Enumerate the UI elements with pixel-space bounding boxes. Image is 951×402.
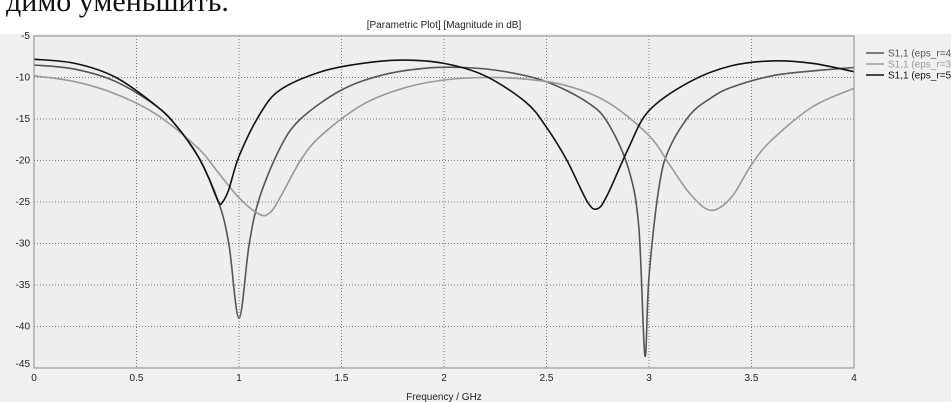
plot-area-border xyxy=(33,35,855,369)
y-tick-label: -45 xyxy=(16,359,31,370)
y-axis-ticks: -5 -10 -15 -20 -25 -30 -35 -40 -45 xyxy=(16,31,31,370)
x-tick-label: 1.5 xyxy=(335,373,349,384)
y-tick-label: -35 xyxy=(16,280,31,291)
x-axis-ticks: 0 0.5 1 1.5 2 2.5 3 3.5 4 xyxy=(31,373,857,384)
x-tick-label: 1 xyxy=(236,373,242,384)
y-tick-label: -30 xyxy=(16,239,31,250)
series-layer xyxy=(34,58,854,357)
chart-title: [Parametric Plot] [Magnitude in dB] xyxy=(367,20,522,31)
legend: S1,1 (eps_r=4.3S1,1 (eps_r=3.3S1,1 (eps_… xyxy=(866,49,951,82)
y-tick-label: -10 xyxy=(16,73,31,84)
x-tick-label: 0 xyxy=(31,373,37,384)
x-tick-label: 0.5 xyxy=(130,373,144,384)
y-tick-label: -5 xyxy=(21,31,30,42)
series-line-2 xyxy=(34,75,854,217)
grid-layer xyxy=(34,36,854,368)
legend-label-1: S1,1 (eps_r=4.3 xyxy=(888,49,951,60)
legend-label-3: S1,1 (eps_r=5.3 xyxy=(888,71,951,82)
y-tick-label: -25 xyxy=(16,197,31,208)
x-axis-title: Frequency / GHz xyxy=(406,392,482,402)
x-tick-label: 3.5 xyxy=(745,373,759,384)
x-tick-label: 3 xyxy=(646,373,652,384)
x-tick-label: 4 xyxy=(851,373,857,384)
document-text-fragment: димо уменьшить. xyxy=(6,0,229,18)
y-tick-label: -20 xyxy=(16,156,31,167)
y-tick-label: -40 xyxy=(16,322,31,333)
x-tick-label: 2.5 xyxy=(540,373,554,384)
y-tick-label: -15 xyxy=(16,114,31,125)
x-tick-label: 2 xyxy=(441,373,447,384)
legend-label-2: S1,1 (eps_r=3.3 xyxy=(888,60,951,71)
series-line-3 xyxy=(34,58,854,211)
